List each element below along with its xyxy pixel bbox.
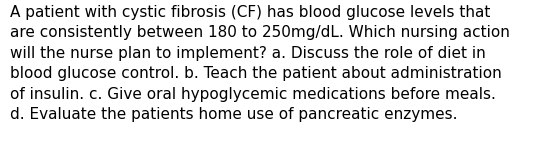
Text: A patient with cystic fibrosis (CF) has blood glucose levels that
are consistent: A patient with cystic fibrosis (CF) has … — [10, 5, 510, 122]
